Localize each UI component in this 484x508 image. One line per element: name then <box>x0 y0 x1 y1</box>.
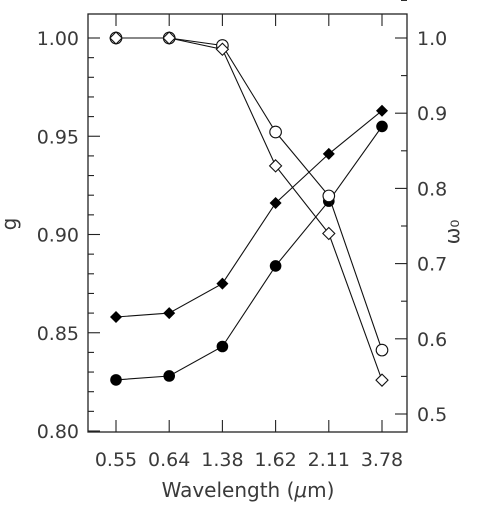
point-filled-circle <box>216 340 229 353</box>
y-right-tick-label: 1.0 <box>417 28 447 50</box>
series-line-filled-circle <box>115 126 383 381</box>
y-left-tick-label: 0.85 <box>37 323 79 345</box>
point-open-diamond <box>322 226 336 241</box>
x-tick-label: 2.11 <box>308 449 350 471</box>
point-filled-diamond <box>269 197 282 210</box>
x-tick-label: 0.55 <box>95 449 137 471</box>
series-filled-diamond <box>110 104 388 324</box>
x-axis-title-prefix: Wavelength ( <box>162 478 295 502</box>
point-filled-diamond <box>110 311 122 324</box>
point-filled-circle <box>376 120 388 133</box>
y-axis-right-title: ω₀ <box>440 220 464 245</box>
y-left-tick-label: 0.80 <box>37 421 79 443</box>
axis-ticks: 0.80 0.85 0.90 0.95 1.00 0.5 0.6 0.7 0.8 0.9 1.0 0.… <box>37 0 447 471</box>
x-tick-label: 0.64 <box>148 449 190 471</box>
x-axis-title-suffix: m) <box>307 478 334 502</box>
series-line-open-diamond <box>116 37 383 381</box>
point-open-diamond <box>215 42 230 57</box>
series-filled-circle <box>110 120 388 386</box>
y-right-tick-label: 0.5 <box>417 404 447 426</box>
y-right-tick-label: 0.9 <box>417 103 447 125</box>
point-filled-diamond <box>163 307 176 320</box>
point-filled-diamond <box>322 147 335 160</box>
point-open-circle <box>322 189 336 203</box>
point-open-diamond <box>375 373 389 387</box>
x-tick-label: 1.38 <box>201 449 243 471</box>
series-open-diamond <box>109 31 389 387</box>
x-axis-title-mu: μ <box>293 478 307 502</box>
series-line-filled-diamond <box>115 110 383 318</box>
point-filled-circle <box>163 370 175 382</box>
point-open-diamond <box>162 31 176 45</box>
point-filled-diamond <box>216 277 229 290</box>
point-open-circle <box>269 125 282 139</box>
point-filled-circle <box>269 260 282 272</box>
y-right-tick-label: 0.6 <box>417 329 447 351</box>
point-filled-diamond <box>376 104 388 117</box>
plot-frame <box>87 13 408 433</box>
y-right-tick-label: 0.7 <box>417 254 447 276</box>
y-left-tick-label: 0.90 <box>37 225 79 247</box>
x-axis-title: Wavelength (μm) <box>162 478 335 502</box>
point-filled-circle <box>110 374 122 386</box>
x-tick-label: 3.78 <box>361 449 403 471</box>
data-series <box>109 31 389 387</box>
y-left-tick-label: 0.95 <box>37 126 79 148</box>
y-right-tick-label: 0.8 <box>417 178 447 200</box>
point-open-circle <box>375 343 389 357</box>
y-left-tick-label: 1.00 <box>37 28 79 50</box>
point-open-diamond <box>109 31 123 45</box>
x-tick-label: 1.62 <box>254 449 296 471</box>
y-axis-left-title: g <box>0 218 21 231</box>
point-open-diamond <box>268 159 283 173</box>
